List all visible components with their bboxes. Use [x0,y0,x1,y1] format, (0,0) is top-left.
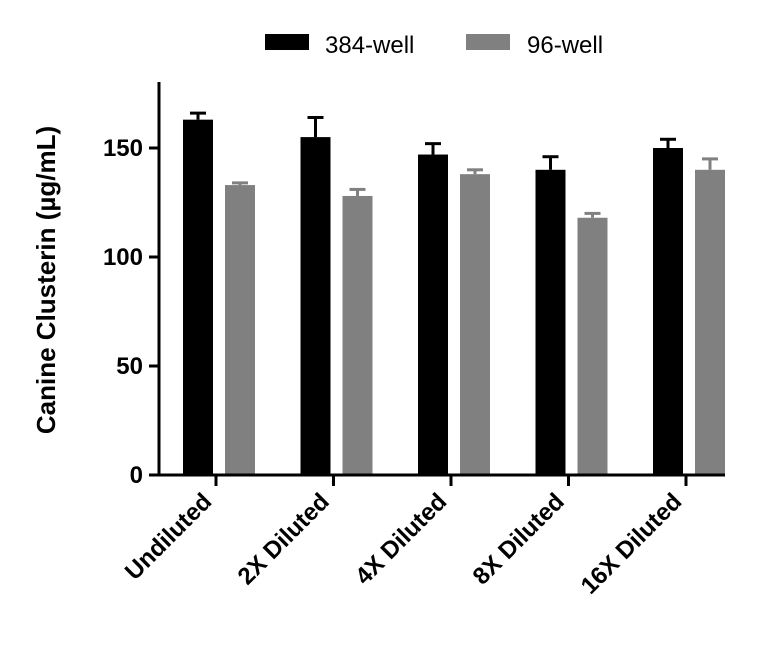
bar-96-well-8x-diluted [577,217,608,475]
bar-384-well-2x-diluted [300,137,331,475]
bar-96-well-undiluted [225,185,255,475]
bar-384-well-undiluted [183,119,213,475]
y-axis-label: Canine Clusterin (µg/mL) [31,126,61,434]
legend-swatch-96-well [466,34,510,50]
legend: 384-well 96-well [265,32,603,59]
legend-label-96-well: 96-well [527,32,603,59]
y-tick-label: 50 [116,353,143,380]
bar-384-well-8x-diluted [535,169,566,476]
legend-swatch-384-well [265,34,309,50]
x-tick-label: 8X Diluted [468,488,570,590]
error-bars-group [190,111,718,218]
y-tick-label: 100 [103,244,143,271]
bars-group [183,119,725,476]
x-tick-label: 4X Diluted [350,488,452,590]
bar-96-well-2x-diluted [342,195,373,475]
x-tick-label: 16X Diluted [576,488,688,600]
y-tick-label: 150 [103,135,143,162]
bar-384-well-16x-diluted [653,148,683,475]
x-tick-label: Undiluted [120,488,217,585]
y-tick-label: 0 [130,462,143,489]
bar-96-well-4x-diluted [460,174,490,475]
x-tick-label: 2X Diluted [233,488,335,590]
bar-96-well-16x-diluted [695,169,725,476]
legend-label-384-well: 384-well [325,32,414,59]
x-ticks-group: Undiluted 2X Diluted 4X Diluted 8X Diluted 1… [120,475,688,600]
y-ticks-group: 0 50 100 150 [103,135,159,489]
bar-384-well-4x-diluted [418,154,448,476]
